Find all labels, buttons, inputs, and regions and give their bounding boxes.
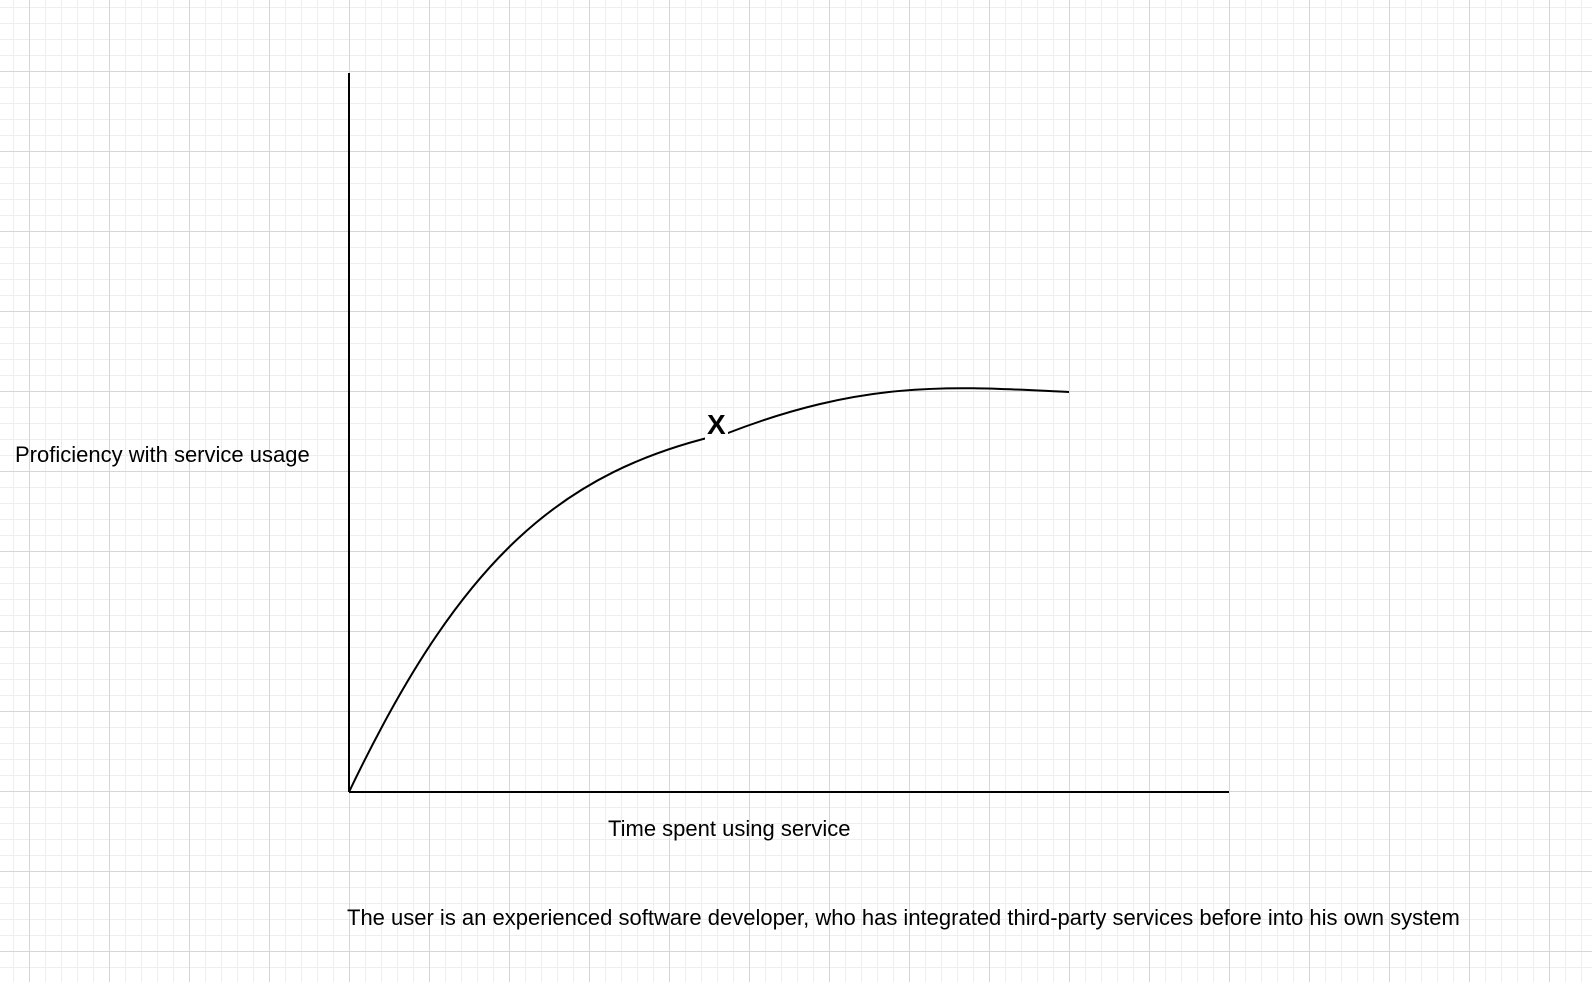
current-position-marker: X xyxy=(705,409,728,440)
x-axis-label: Time spent using service xyxy=(608,816,851,841)
diagram-caption: The user is an experienced software deve… xyxy=(347,905,1460,930)
y-axis-label: Proficiency with service usage xyxy=(15,442,310,467)
learning-curve xyxy=(348,387,1070,793)
